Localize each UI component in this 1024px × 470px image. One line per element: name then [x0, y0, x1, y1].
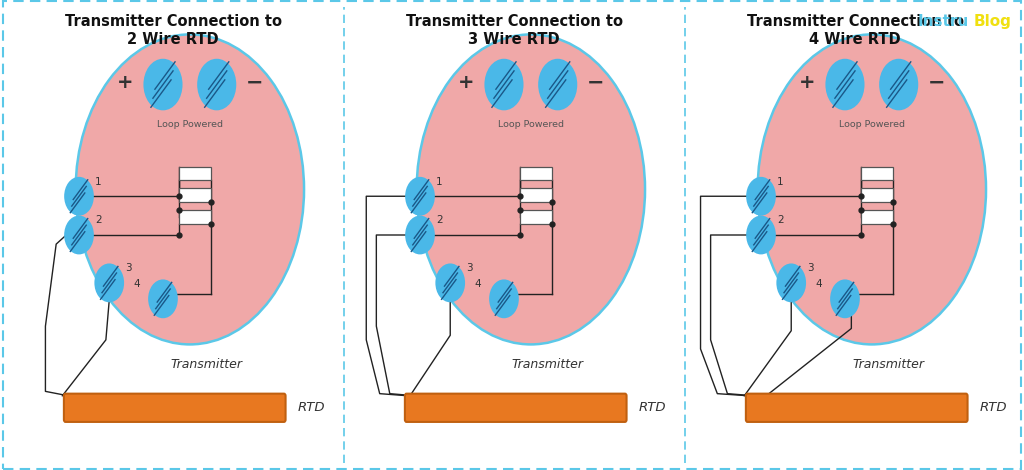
Circle shape	[486, 61, 521, 108]
Text: 3: 3	[125, 263, 132, 273]
FancyBboxPatch shape	[179, 188, 211, 202]
Text: −: −	[928, 72, 945, 92]
Circle shape	[749, 218, 774, 252]
Text: Transmitter Connection to
3 Wire RTD: Transmitter Connection to 3 Wire RTD	[406, 14, 623, 47]
Text: Transmitter: Transmitter	[171, 359, 243, 371]
Text: 1: 1	[777, 177, 783, 187]
FancyBboxPatch shape	[745, 394, 968, 422]
Circle shape	[200, 61, 234, 108]
Text: +: +	[117, 73, 133, 92]
Text: Instru: Instru	[918, 14, 969, 29]
Text: Transmitter: Transmitter	[512, 359, 584, 371]
FancyBboxPatch shape	[179, 210, 211, 224]
FancyBboxPatch shape	[520, 210, 552, 224]
Circle shape	[145, 61, 180, 108]
Text: 1: 1	[95, 177, 101, 187]
Text: RTD: RTD	[638, 401, 666, 414]
Circle shape	[749, 179, 774, 213]
Text: 3: 3	[466, 263, 473, 273]
Text: 2: 2	[777, 215, 783, 226]
FancyBboxPatch shape	[861, 210, 893, 224]
Circle shape	[96, 266, 122, 300]
Text: −: −	[587, 72, 604, 92]
Text: 4: 4	[815, 279, 822, 289]
Text: RTD: RTD	[297, 401, 325, 414]
Circle shape	[882, 61, 916, 108]
Circle shape	[408, 179, 433, 213]
Text: Transmitter Connection to
2 Wire RTD: Transmitter Connection to 2 Wire RTD	[65, 14, 282, 47]
Circle shape	[417, 34, 645, 345]
FancyBboxPatch shape	[404, 394, 627, 422]
Text: −: −	[246, 72, 263, 92]
Circle shape	[437, 266, 463, 300]
FancyBboxPatch shape	[179, 167, 211, 180]
Text: +: +	[458, 73, 474, 92]
Circle shape	[492, 282, 517, 316]
Circle shape	[67, 218, 92, 252]
FancyBboxPatch shape	[520, 188, 552, 202]
Circle shape	[408, 218, 433, 252]
Text: RTD: RTD	[979, 401, 1007, 414]
Circle shape	[541, 61, 575, 108]
Text: Transmitter: Transmitter	[853, 359, 925, 371]
Circle shape	[833, 282, 858, 316]
Text: Transmitter Connection to
4 Wire RTD: Transmitter Connection to 4 Wire RTD	[746, 14, 964, 47]
Text: Loop Powered: Loop Powered	[839, 120, 905, 129]
Text: 3: 3	[807, 263, 814, 273]
Circle shape	[778, 266, 804, 300]
FancyBboxPatch shape	[63, 394, 286, 422]
Text: 2: 2	[436, 215, 442, 226]
FancyBboxPatch shape	[861, 188, 893, 202]
Text: +: +	[799, 73, 815, 92]
Text: 1: 1	[436, 177, 442, 187]
Circle shape	[151, 282, 176, 316]
Circle shape	[758, 34, 986, 345]
FancyBboxPatch shape	[520, 167, 552, 180]
Text: 4: 4	[133, 279, 140, 289]
FancyBboxPatch shape	[861, 167, 893, 180]
Circle shape	[76, 34, 304, 345]
Text: Loop Powered: Loop Powered	[498, 120, 564, 129]
Text: 2: 2	[95, 215, 101, 226]
Text: Blog: Blog	[974, 14, 1012, 29]
Text: Loop Powered: Loop Powered	[157, 120, 223, 129]
Text: 4: 4	[474, 279, 481, 289]
Circle shape	[827, 61, 862, 108]
Circle shape	[67, 179, 92, 213]
